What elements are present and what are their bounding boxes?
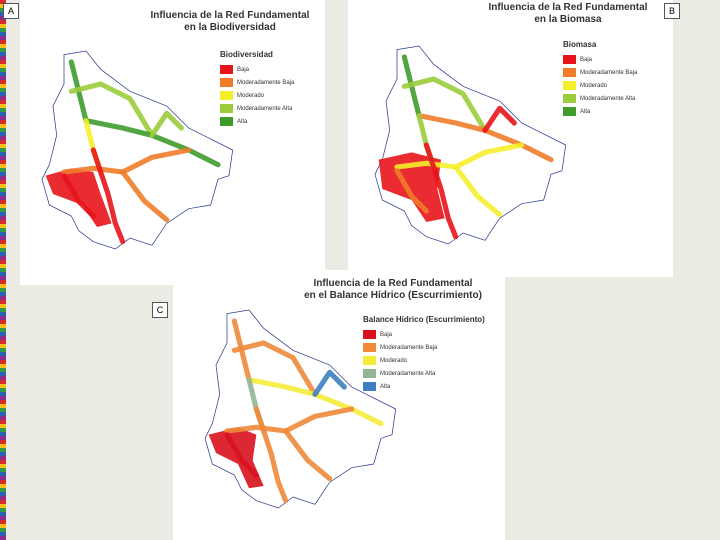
legend-title: Biodiversidad — [220, 50, 273, 59]
legend-swatch — [220, 65, 233, 74]
legend-label: Moderadamente Alta — [580, 95, 636, 102]
legend-swatch — [220, 78, 233, 87]
road — [231, 340, 318, 397]
map — [374, 45, 567, 245]
map-title: Influencia de la Red Fundamental en el Ba… — [283, 278, 503, 302]
legend-title: Biomasa — [563, 40, 597, 49]
road — [61, 173, 96, 219]
legend-swatch — [563, 68, 576, 77]
legend-swatch — [363, 369, 376, 378]
legend-item: Moderado — [363, 354, 485, 367]
country-outline — [374, 45, 567, 245]
road — [68, 81, 155, 138]
road — [149, 110, 184, 138]
legend-item: Moderado — [563, 79, 637, 92]
road — [394, 168, 429, 214]
legend-label: Baja — [237, 66, 250, 73]
legend-label: Baja — [580, 56, 593, 63]
road — [224, 432, 259, 478]
legend-swatch — [563, 94, 576, 103]
legend-swatch — [563, 81, 576, 90]
legend-item: Moderado — [220, 89, 294, 102]
map-panel: Influencia de la Red Fundamental en el Ba… — [173, 270, 505, 540]
road — [312, 369, 347, 397]
title-line: en la Biomasa — [534, 14, 602, 25]
legend-swatch — [363, 356, 376, 365]
map-panel: Influencia de la Red Fundamental en la Bi… — [348, 0, 673, 277]
title-line: Influencia de la Red Fundamental — [313, 278, 473, 289]
legend-label: Moderadamente Alta — [380, 370, 436, 377]
title-line: en el Balance Hídrico (Escurrimiento) — [304, 290, 482, 301]
road — [253, 406, 289, 504]
legend-swatch — [563, 55, 576, 64]
legend-item: Baja — [363, 328, 485, 341]
legend-swatch — [220, 117, 233, 126]
legend-item: Alta — [220, 115, 294, 128]
map-title: Influencia de la Red Fundamental en la Bi… — [140, 10, 320, 34]
legend-item: Baja — [563, 53, 637, 66]
legend-label: Moderadamente Baja — [237, 79, 295, 86]
impact-zone — [208, 427, 264, 489]
legend-label: Alta — [380, 383, 391, 390]
legend: Balance Hídrico (Escurrimiento) Baja Moder… — [363, 315, 485, 393]
road — [283, 428, 333, 482]
legend-swatch — [220, 91, 233, 100]
panel-label: C — [152, 302, 168, 318]
road — [482, 105, 517, 133]
legend-item: Moderadamente Baja — [220, 76, 294, 89]
legend-swatch — [220, 104, 233, 113]
map — [41, 50, 234, 250]
legend-label: Moderado — [380, 357, 408, 364]
map — [204, 309, 397, 509]
title-line: Influencia de la Red Fundamental — [150, 10, 310, 21]
legend-title: Balance Hídrico (Escurrimiento) — [363, 315, 485, 324]
legend-label: Moderadamente Baja — [380, 344, 438, 351]
legend-label: Moderadamente Alta — [237, 105, 293, 112]
legend-item: Moderadamente Baja — [363, 341, 485, 354]
legend-swatch — [363, 330, 376, 339]
legend-item: Moderadamente Alta — [220, 102, 294, 115]
legend-item: Alta — [363, 380, 485, 393]
legend-label: Moderadamente Baja — [580, 69, 638, 76]
road — [453, 164, 503, 218]
legend-item: Moderadamente Alta — [563, 92, 637, 105]
road — [423, 142, 459, 240]
title-line: en la Biodiversidad — [184, 22, 276, 33]
legend-label: Alta — [237, 118, 248, 125]
legend: Biodiversidad Baja Moderadamente Baja Moder… — [220, 50, 294, 128]
legend-label: Alta — [580, 108, 591, 115]
legend-item: Moderadamente Baja — [563, 66, 637, 79]
legend-item: Moderadamente Alta — [363, 367, 485, 380]
country-outline — [41, 50, 234, 250]
legend-swatch — [363, 382, 376, 391]
legend-swatch — [363, 343, 376, 352]
panel-label: B — [664, 3, 680, 19]
road — [90, 147, 126, 245]
legend: Biomasa Baja Moderadamente Baja Moderado Mod… — [563, 40, 637, 118]
title-line: Influencia de la Red Fundamental — [488, 2, 648, 13]
road — [401, 76, 488, 133]
decorative-stripe — [0, 0, 6, 540]
legend-item: Baja — [220, 63, 294, 76]
legend-swatch — [563, 107, 576, 116]
legend-item: Alta — [563, 105, 637, 118]
legend-label: Moderado — [237, 92, 265, 99]
map-title: Influencia de la Red Fundamental en la Bi… — [478, 2, 658, 26]
road — [120, 169, 170, 223]
legend-label: Baja — [380, 331, 393, 338]
panel-label: A — [3, 3, 19, 19]
legend-label: Moderado — [580, 82, 608, 89]
map-panel: Influencia de la Red Fundamental en la Bi… — [20, 0, 325, 285]
